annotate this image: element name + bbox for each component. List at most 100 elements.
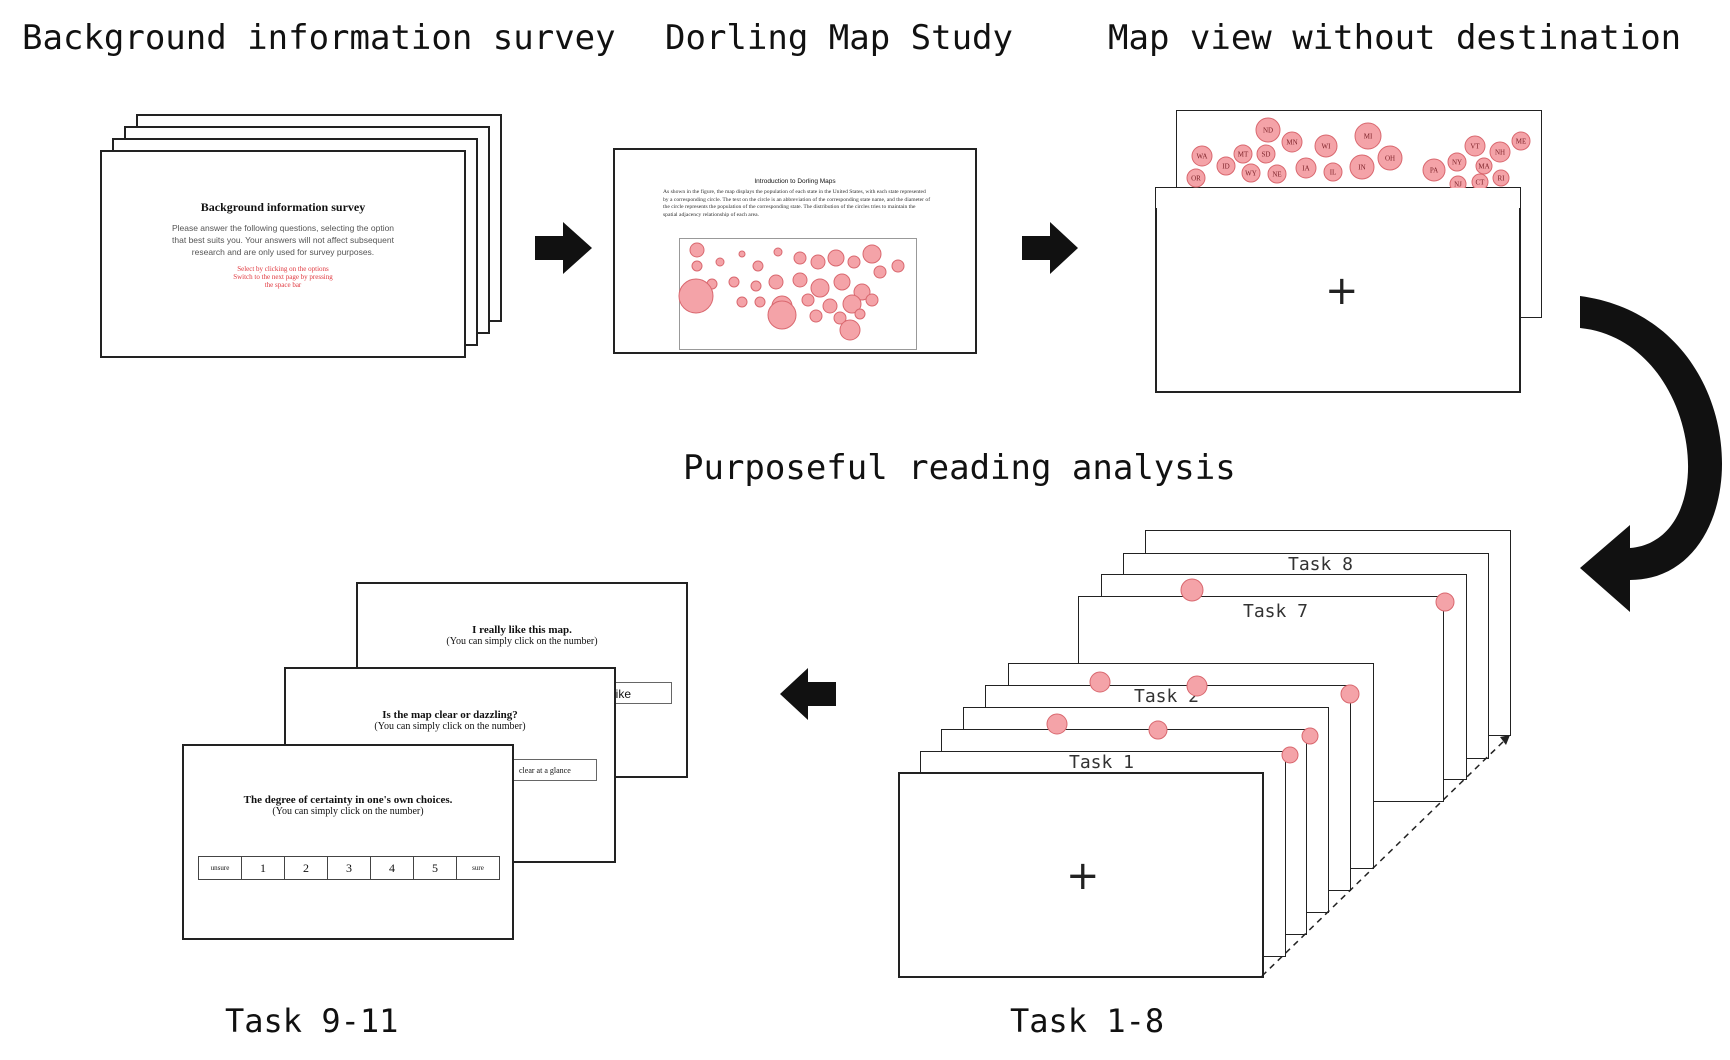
- map-state-circle: [1295, 157, 1317, 179]
- intro-map-circle: [854, 308, 866, 320]
- stage-title-purposeful: Purposeful reading analysis: [683, 448, 1236, 488]
- map-state-circle: [1489, 141, 1511, 163]
- map-state-circle: [1241, 163, 1261, 183]
- survey-card-body: Please answer the following questions, s…: [171, 223, 395, 257]
- map-state-circle: [1422, 158, 1446, 182]
- map-circle-label: IL: [1330, 169, 1337, 177]
- label-tasks-1-8: Task 1-8: [1010, 1002, 1165, 1040]
- map-circle-label: ND: [1263, 127, 1273, 135]
- map-state-circle: [1233, 144, 1253, 164]
- task-fixation-cross: +: [1066, 853, 1100, 899]
- map-circle-label: NJ: [1454, 181, 1462, 189]
- question-card-certainty: The degree of certainty in one's own cho…: [182, 744, 514, 940]
- map-state-circle: [1191, 145, 1213, 167]
- task-label-8: Task 8: [1288, 554, 1354, 575]
- scale-option-2[interactable]: 2: [285, 857, 328, 879]
- map-state-circle: [1492, 169, 1510, 187]
- intro-map-circle: [862, 244, 882, 264]
- task-map-circle: [1089, 671, 1111, 693]
- intro-map-circle: [768, 274, 784, 290]
- task-map-circle: [1180, 578, 1204, 602]
- map-circle-label: WA: [1197, 153, 1208, 161]
- intro-map-circle: [736, 296, 748, 308]
- task-map-circle: [1281, 746, 1299, 764]
- arrow-right-1-icon: [535, 222, 592, 274]
- map-state-circle: [1216, 156, 1236, 176]
- stage-title-dorling: Dorling Map Study: [665, 18, 1013, 58]
- intro-map-circle: [678, 278, 714, 314]
- task-map-circle: [1435, 592, 1455, 612]
- map-circle-label: PA: [1430, 167, 1438, 175]
- intro-map-circle: [793, 251, 807, 265]
- survey-card-hint-1: Select by clicking on the options: [237, 264, 329, 273]
- scale-option-4[interactable]: 4: [371, 857, 414, 879]
- map-circle-label: SD: [1262, 151, 1271, 159]
- intro-map-circle: [827, 249, 845, 267]
- map-view-occluder: [1156, 188, 1520, 208]
- map-circle-label: IN: [1358, 164, 1365, 172]
- intro-map-circle: [865, 293, 879, 307]
- scale-option-1[interactable]: 1: [242, 857, 285, 879]
- intro-map-circle: [754, 296, 766, 308]
- map-circle-label: MI: [1364, 133, 1373, 141]
- map-state-circle: [1255, 117, 1281, 143]
- scale-option-sure[interactable]: sure: [472, 864, 484, 872]
- intro-map-circle: [853, 283, 871, 301]
- map-state-circle: [1511, 131, 1531, 151]
- map-state-circle: [1464, 135, 1486, 157]
- intro-map-circle: [792, 272, 808, 288]
- intro-map-circle: [689, 242, 705, 258]
- map-circle-label: VT: [1470, 143, 1480, 151]
- scale-option-3[interactable]: 3: [328, 857, 371, 879]
- map-circle-label: NH: [1495, 149, 1505, 157]
- intro-map-circle: [822, 298, 838, 314]
- intro-map-circle: [767, 300, 797, 330]
- curved-arrow-icon: [1580, 296, 1723, 612]
- stage-title-map-view: Map view without destination: [1108, 18, 1682, 58]
- task-label-2: Task 2: [1134, 686, 1200, 707]
- map-view-fixation-card: +: [1155, 187, 1521, 393]
- map-state-circle: [1447, 152, 1467, 172]
- map-circle-label: OR: [1191, 175, 1201, 183]
- arrow-left-icon: [780, 668, 836, 720]
- intro-card-heading: Introduction to Dorling Maps: [754, 178, 836, 185]
- question-clear-sub: (You can simply click on the number): [374, 721, 526, 732]
- intro-map-circle: [833, 273, 851, 291]
- stage-title-background: Background information survey: [22, 18, 616, 58]
- intro-map-circle: [842, 294, 862, 314]
- intro-map-circle: [810, 278, 830, 298]
- survey-card-front: Background information survey Please ans…: [100, 150, 466, 358]
- task-map-circle: [1301, 727, 1319, 745]
- intro-map-circle: [715, 257, 725, 267]
- map-circle-label: WY: [1245, 170, 1257, 178]
- map-state-circle: [1281, 131, 1303, 153]
- task-label-7: Task 7: [1243, 601, 1309, 622]
- task-circles-group: [1046, 578, 1455, 764]
- map-state-circle: [1354, 122, 1382, 150]
- map-circles-group: ND MN MI WA MT SD WI ID WY NE IA IL IN OH OR VT NH ME NY MA…: [1156, 117, 1531, 208]
- intro-map-circle: [839, 319, 861, 341]
- intro-map-circle: [847, 255, 861, 269]
- label-tasks-9-11: Task 9-11: [225, 1002, 399, 1040]
- survey-card-heading: Background information survey: [200, 200, 366, 214]
- question-certainty-title: The degree of certainty in one's own cho…: [243, 794, 453, 806]
- question-certainty-sub: (You can simply click on the number): [272, 806, 424, 817]
- intro-map-circle: [691, 260, 703, 272]
- map-circle-label: MN: [1286, 139, 1297, 147]
- scale-option-unsure[interactable]: unsure: [199, 857, 242, 879]
- intro-circles-group: [678, 242, 905, 341]
- scale-option-5[interactable]: 5: [414, 857, 457, 879]
- map-circle-label: IA: [1302, 165, 1309, 173]
- intro-map-circle: [833, 311, 847, 325]
- map-circle-label: NY: [1452, 159, 1462, 167]
- stack-depth-dashed-line: [1261, 736, 1509, 977]
- map-circle-label: CT: [1476, 179, 1486, 187]
- map-circle-label: MA: [1478, 163, 1489, 171]
- map-state-circle: [1377, 145, 1403, 171]
- question-like-sub: (You can simply click on the number): [446, 636, 598, 647]
- task-map-circle: [1148, 720, 1168, 740]
- survey-card-hint-2: Switch to the next page by pressing the …: [233, 272, 333, 289]
- intro-map-circle: [873, 265, 887, 279]
- task-map-circle: [1340, 684, 1360, 704]
